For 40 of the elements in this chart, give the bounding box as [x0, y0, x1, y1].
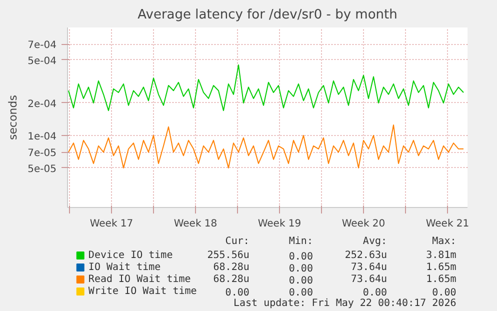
- text: 0.00: [288, 288, 313, 298]
- text: 0.00: [362, 288, 388, 298]
- y-tick-label: 7e-04: [28, 40, 57, 52]
- legend-label: Read IO Wait time: [88, 274, 191, 285]
- text: Max:: [432, 236, 456, 247]
- line-series: [68, 64, 464, 112]
- legend-label: Device IO time: [88, 250, 173, 261]
- text: 1.65m: [426, 274, 456, 285]
- text: 0.00: [288, 252, 313, 262]
- text: 73.64u: [350, 262, 388, 273]
- text: 1.65m: [426, 262, 456, 273]
- x-tick-label: Week 19: [258, 218, 302, 230]
- x-tick-label: Week 17: [90, 218, 134, 230]
- y-axis-title: seconds: [6, 94, 20, 140]
- y-tick-label: 2e-04: [28, 98, 57, 110]
- text: Min:: [288, 236, 313, 247]
- x-tick-label: Week 18: [174, 218, 218, 230]
- text: 68.28u: [213, 262, 250, 273]
- text: 0.00: [432, 288, 456, 298]
- x-tick-label: Week 20: [342, 218, 386, 230]
- text: 255.56u: [207, 250, 250, 261]
- text: Avg:: [362, 236, 388, 247]
- text: 0.00: [225, 288, 250, 298]
- text: 3.81m: [426, 250, 456, 261]
- legend-label: IO Wait time: [88, 262, 161, 273]
- text: Cur:: [225, 236, 250, 247]
- line-series: [68, 124, 464, 168]
- text: 0.00: [288, 264, 313, 274]
- legend-label: Write IO Wait time: [88, 286, 197, 297]
- text: 0.00: [288, 276, 313, 286]
- text: Last update: Fri May 22 00:40:17 2026: [233, 298, 456, 309]
- y-tick-label: 5e-04: [28, 56, 57, 67]
- y-tick-label: 5e-05: [28, 164, 57, 175]
- text: 68.28u: [213, 274, 250, 285]
- y-tick-label: 1e-04: [28, 131, 57, 142]
- y-tick-label: 7e-05: [28, 148, 57, 160]
- text: 73.64u: [350, 274, 388, 285]
- x-tick-label: Week 21: [426, 218, 470, 230]
- text: 252.63u: [344, 250, 388, 261]
- chart-title: Average latency for /dev/sr0 - by month: [138, 8, 398, 22]
